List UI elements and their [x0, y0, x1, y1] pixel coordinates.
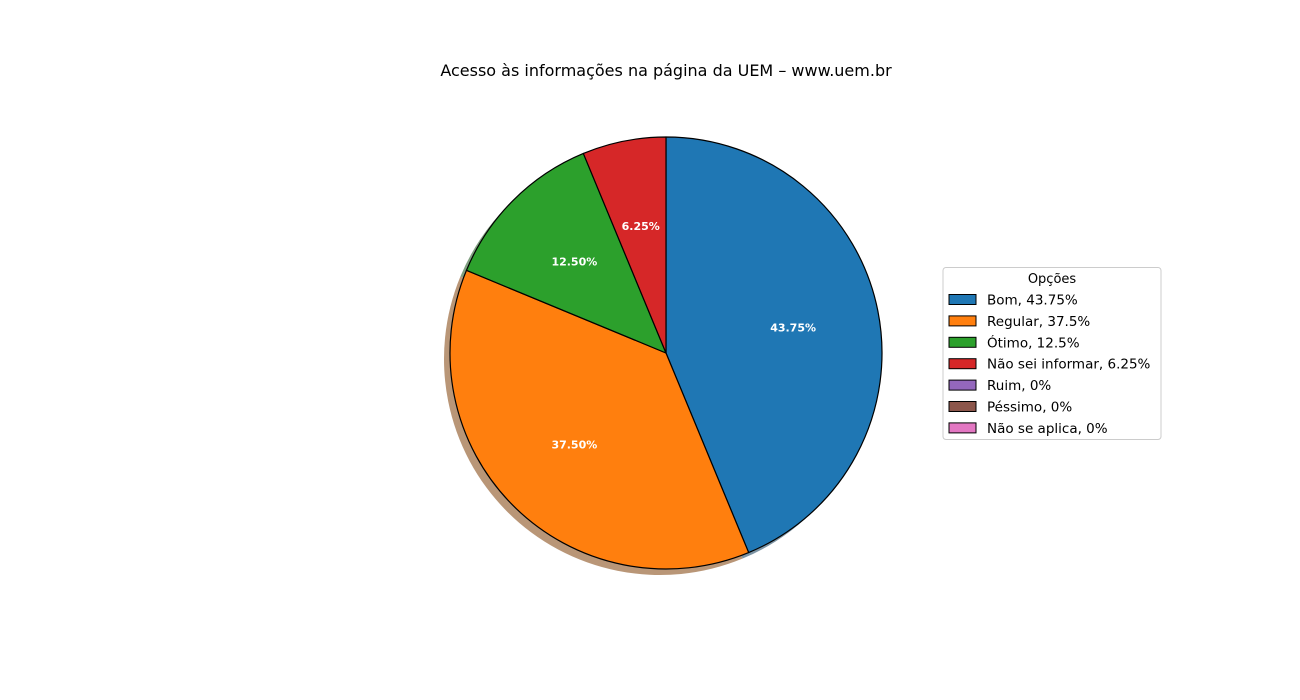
slice-regular	[449, 269, 750, 570]
legend-frame	[942, 267, 1162, 440]
legend-swatch-ruim	[948, 379, 977, 391]
legend-swatch-bom	[948, 294, 977, 305]
slice-nao-sei-informar	[582, 136, 667, 354]
legend-label-nao-se-aplica: Não se aplica, 0%	[987, 421, 1108, 437]
legend-label-bom: Bom, 43.75%	[987, 293, 1078, 309]
chart-title: Acesso às informações na página da UEM –…	[440, 61, 892, 80]
legend-entries: Bom, 43.75% Regular, 37.5% Ótimo, 12.5% Não…	[948, 293, 1151, 437]
slice-otimo	[465, 152, 667, 354]
legend-label-regular: Regular, 37.5%	[987, 314, 1090, 330]
slice-bom	[665, 136, 883, 554]
pie-slices	[449, 136, 883, 570]
legend-label-ruim: Ruim, 0%	[987, 378, 1051, 394]
legend-swatch-regular	[948, 315, 977, 327]
slice-label-nao-sei-informar: 6.25%	[622, 220, 660, 233]
legend-label-nao-sei-informar: Não sei informar, 6.25%	[987, 357, 1151, 373]
slice-label-regular: 37.50%	[551, 439, 597, 452]
slice-labels: 43.75% 37.50% 12.50% 6.25%	[551, 220, 816, 452]
legend-swatch-pessimo	[948, 401, 977, 412]
legend-swatch-otimo	[948, 336, 977, 348]
legend: Opções Bom, 43.75% Regular, 37.5% Ótimo, 1…	[942, 267, 1162, 440]
legend-label-otimo: Ótimo, 12.5%	[987, 333, 1080, 351]
legend-swatch-nao-se-aplica	[948, 422, 977, 434]
legend-title: Opções	[1028, 272, 1077, 287]
legend-label-pessimo: Péssimo, 0%	[987, 400, 1072, 416]
slice-label-otimo: 12.50%	[551, 255, 597, 268]
slice-label-bom: 43.75%	[770, 322, 816, 335]
legend-swatch-nao-sei-informar	[948, 358, 977, 370]
